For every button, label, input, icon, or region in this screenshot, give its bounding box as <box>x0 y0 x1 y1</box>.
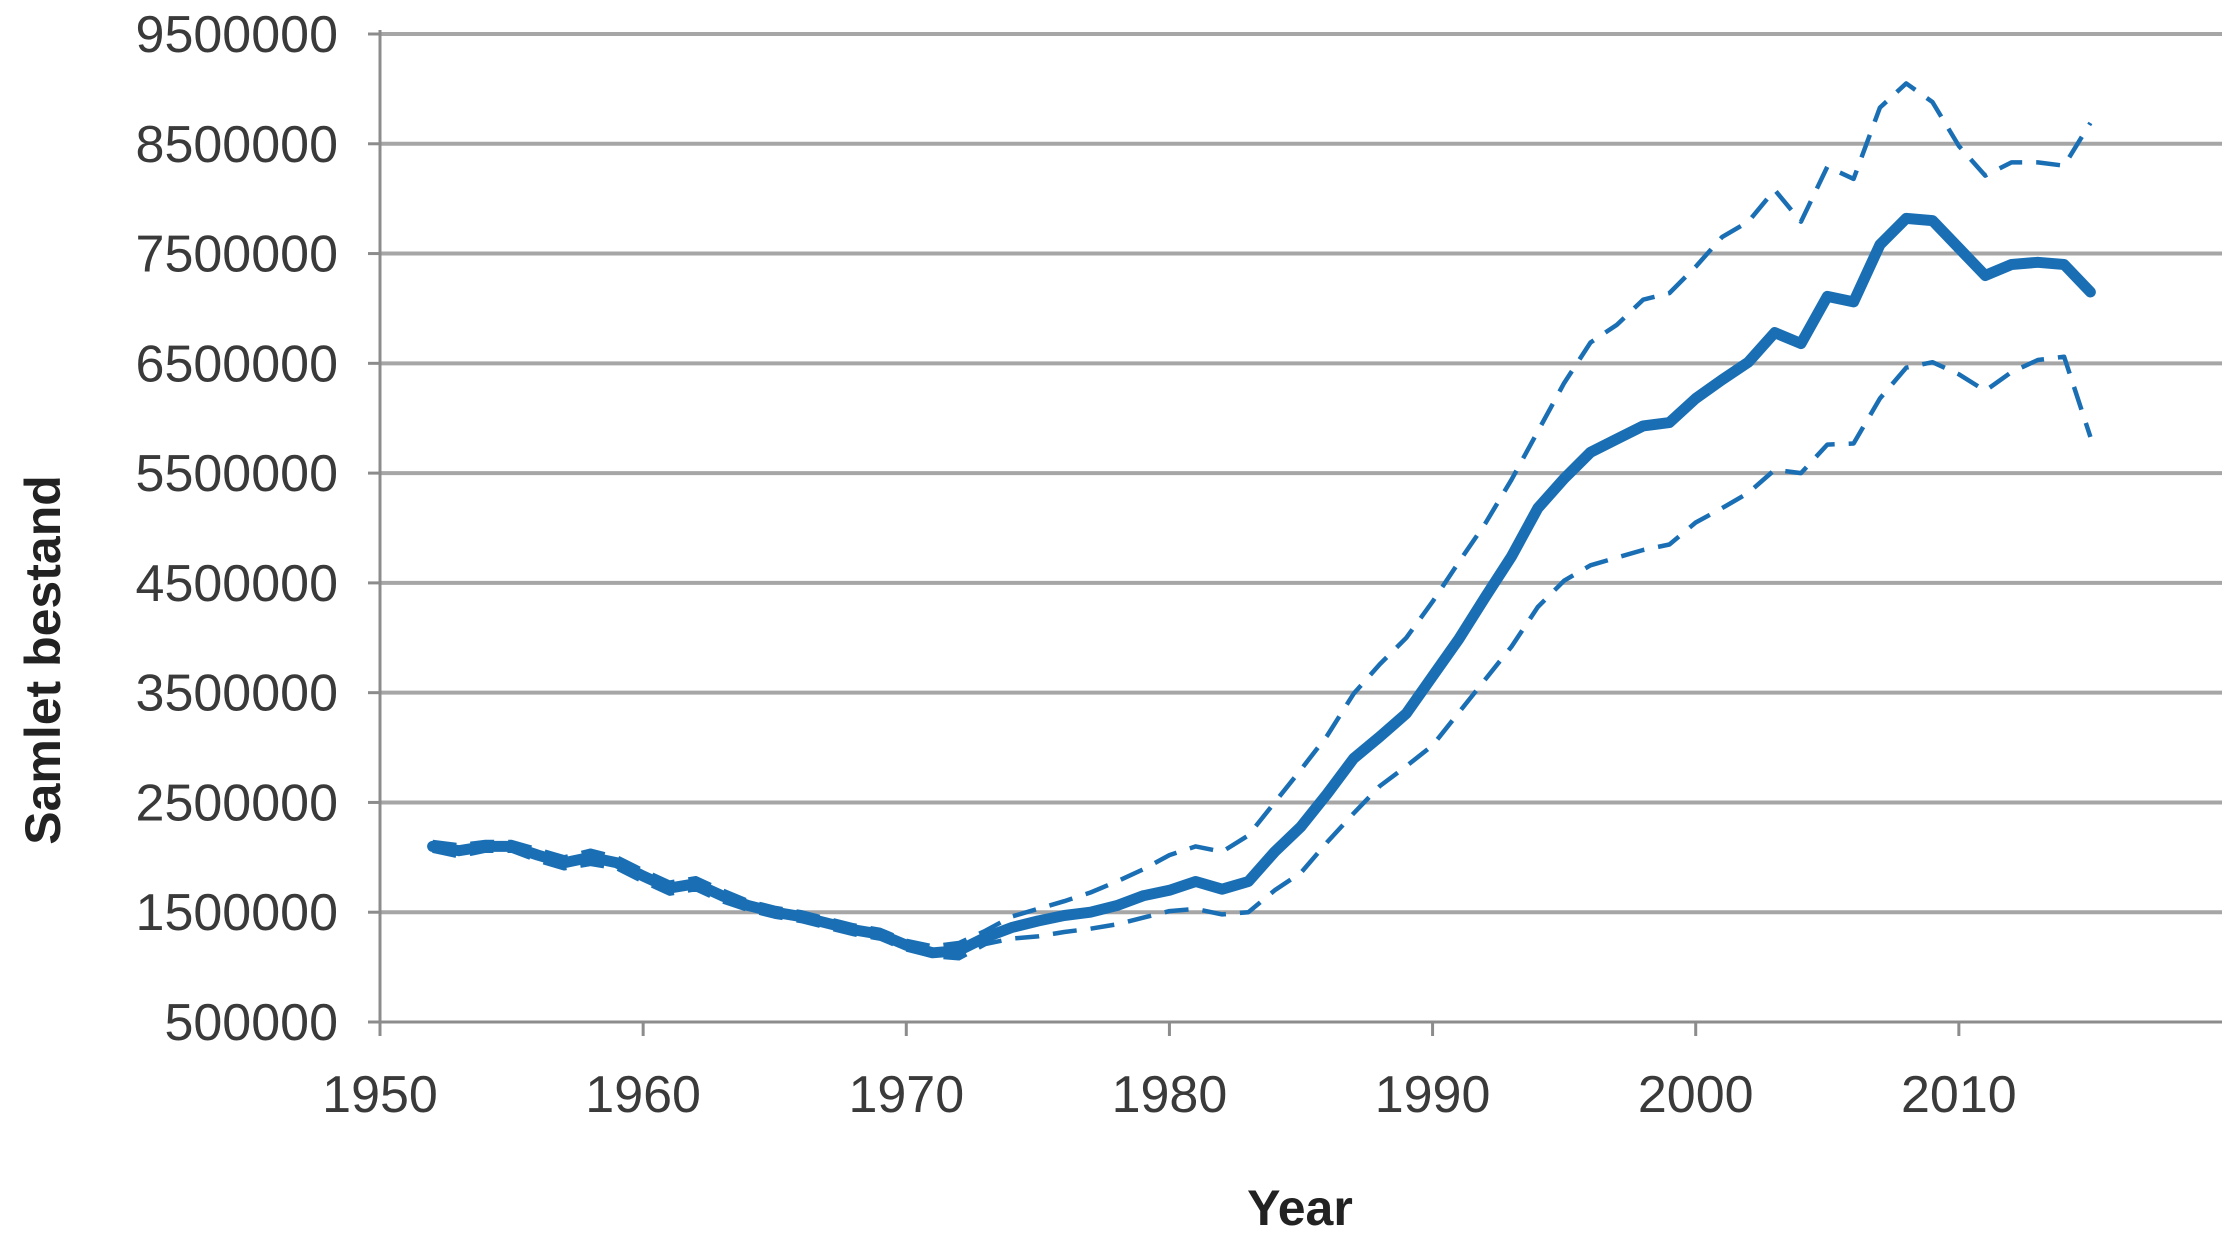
y-tick-label: 6500000 <box>136 335 338 393</box>
axes <box>368 30 2222 1036</box>
x-tick-label: 1950 <box>322 1066 438 1124</box>
y-tick-label: 4500000 <box>136 555 338 613</box>
series-line-upper-bound <box>432 81 2093 949</box>
x-tick-label: 1960 <box>585 1066 701 1124</box>
y-tick-label: 5500000 <box>136 445 338 503</box>
x-tick-label: 2000 <box>1638 1066 1754 1124</box>
y-tick-label: 2500000 <box>136 774 338 832</box>
y-tick-label: 3500000 <box>136 665 338 723</box>
x-tick-label: 1990 <box>1375 1066 1491 1124</box>
x-tick-label: 1970 <box>848 1066 964 1124</box>
y-tick-label: 8500000 <box>136 116 338 174</box>
gridlines <box>380 32 2222 915</box>
y-tick-label: 7500000 <box>136 226 338 284</box>
y-tick-label: 500000 <box>164 994 338 1052</box>
x-tick-label: 1980 <box>1112 1066 1228 1124</box>
x-axis-title: Year <box>1247 1180 1353 1233</box>
series-line-estimate <box>427 212 2096 959</box>
y-tick-label: 1500000 <box>136 884 338 942</box>
x-tick-label: 2010 <box>1901 1066 2017 1124</box>
tick-labels: 500000 1500000 2500000 3500000 4500000 550000… <box>136 6 2017 1124</box>
y-tick-label: 9500000 <box>136 6 338 64</box>
series-lines <box>427 81 2096 961</box>
y-axis-title: Samlet bestand <box>15 475 71 845</box>
